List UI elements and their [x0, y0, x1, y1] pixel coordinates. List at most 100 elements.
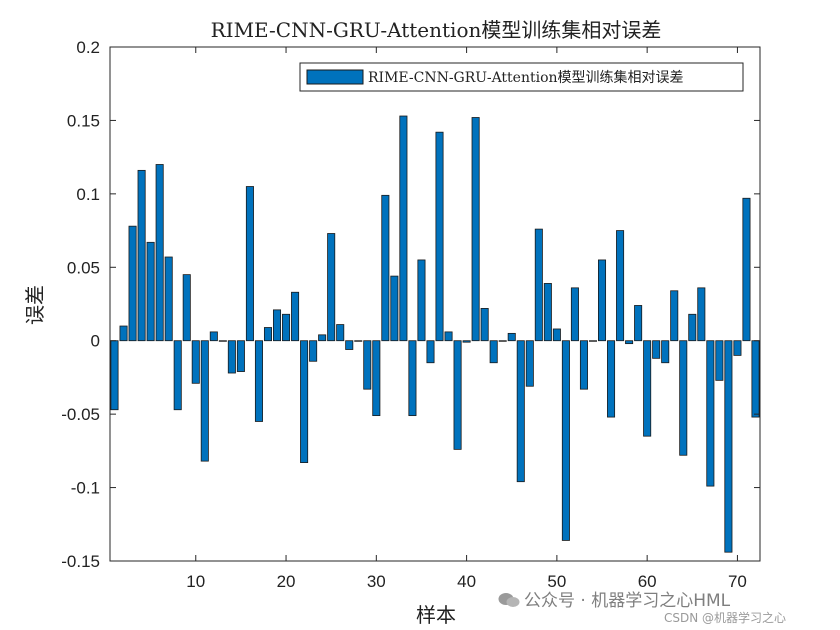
bar-35	[417, 259, 426, 342]
bar-44	[498, 340, 507, 342]
y-tick-label: 0.1	[76, 185, 100, 204]
chart-title: RIME-CNN-GRU-Attention模型训练集相对误差	[211, 18, 662, 42]
bar-30	[372, 340, 381, 417]
bar-42	[480, 308, 489, 342]
bar-23	[309, 340, 318, 362]
bar-48	[534, 228, 543, 342]
bar-7	[164, 256, 173, 342]
bar-43	[489, 340, 498, 364]
bar-10	[191, 340, 200, 384]
x-tick-label: 50	[547, 572, 566, 591]
bar-31	[381, 194, 390, 342]
bar-47	[525, 340, 534, 387]
bar-34	[408, 340, 417, 417]
bar-25	[327, 233, 336, 342]
bar-8	[173, 340, 182, 411]
bar-45	[507, 332, 516, 342]
bar-4	[137, 169, 146, 342]
bar-20	[282, 313, 291, 342]
bar-29	[363, 340, 372, 390]
y-tick-label: 0	[91, 332, 100, 351]
bar-16	[245, 186, 254, 342]
bar-36	[426, 340, 435, 364]
bar-27	[345, 340, 354, 350]
bar-52	[570, 287, 579, 342]
bar-49	[543, 283, 552, 342]
x-tick-label: 10	[186, 572, 205, 591]
x-tick-label: 40	[457, 572, 476, 591]
bar-61	[652, 340, 661, 359]
bar-3	[128, 225, 137, 342]
bar-46	[516, 340, 525, 483]
bar-40	[462, 340, 471, 343]
y-tick-label: -0.1	[71, 479, 100, 498]
bar-17	[254, 340, 263, 422]
bar-33	[399, 115, 408, 342]
bar-51	[561, 340, 570, 541]
bar-13	[218, 340, 227, 342]
bar-26	[336, 324, 345, 342]
bar-66	[697, 287, 706, 342]
bar-38	[444, 331, 453, 342]
legend: RIME-CNN-GRU-Attention模型训练集相对误差	[299, 62, 744, 92]
watermark-csdn: CSDN @机器学习之心	[664, 611, 787, 625]
bar-24	[318, 334, 327, 342]
bar-32	[390, 275, 399, 342]
bar-6	[155, 164, 164, 342]
bar-1	[110, 340, 119, 411]
bar-39	[453, 340, 462, 450]
bar-18	[263, 327, 273, 342]
y-tick-label: 0.15	[67, 111, 100, 130]
bar-68	[715, 340, 724, 381]
bar-54	[588, 340, 598, 342]
y-axis-ticks: 0.2 0.15 0.1 0.05 0 -0.05 -0.1 -0.15	[61, 38, 760, 571]
bar-72	[751, 340, 760, 418]
y-tick-label: -0.15	[61, 552, 100, 571]
bar-15	[236, 340, 245, 372]
x-tick-label: 60	[638, 572, 657, 591]
bar-70	[733, 340, 742, 356]
bar-58	[625, 340, 634, 345]
x-tick-label: 30	[367, 572, 386, 591]
bar-9	[182, 274, 191, 342]
bar-63	[670, 290, 679, 342]
bar-11	[200, 340, 209, 462]
bar-53	[579, 340, 588, 390]
legend-swatch	[306, 69, 364, 85]
bar-64	[679, 340, 688, 456]
bar-21	[291, 291, 300, 342]
y-tick-label: 0.2	[76, 38, 100, 57]
bar-12	[209, 331, 218, 342]
bar-67	[706, 340, 715, 487]
wechat-icon	[498, 593, 520, 607]
bar-60	[643, 340, 652, 437]
bar-71	[742, 197, 751, 342]
legend-label: RIME-CNN-GRU-Attention模型训练集相对误差	[368, 69, 684, 86]
bar-59	[634, 305, 643, 342]
bar-41	[471, 117, 480, 342]
bar-37	[435, 131, 444, 342]
bar-50	[552, 328, 561, 342]
bar-22	[300, 340, 309, 463]
bar-series	[110, 115, 760, 553]
x-axis-label: 样本	[416, 603, 456, 627]
x-tick-label: 70	[728, 572, 747, 591]
axes-box	[109, 46, 761, 562]
bar-62	[661, 340, 670, 364]
legend-box	[299, 62, 744, 92]
x-tick-label: 20	[277, 572, 296, 591]
plot-area: 0.2 0.15 0.1 0.05 0 -0.05 -0.1 -0.15 10 20 30 40 50…	[61, 38, 761, 591]
bar-57	[616, 230, 625, 342]
watermark-wechat: 公众号 · 机器学习之心HML	[498, 586, 730, 611]
y-tick-label: 0.05	[67, 258, 100, 277]
bar-55	[598, 259, 607, 342]
y-axis-label: 误差	[23, 285, 47, 325]
y-tick-label: -0.05	[61, 405, 100, 424]
watermark-text-1: 公众号 · 机器学习之心HML	[524, 591, 731, 611]
bar-65	[688, 313, 697, 342]
bar-69	[724, 340, 733, 553]
x-axis-ticks: 10 20 30 40 50 60 70	[186, 47, 747, 591]
bar-5	[146, 241, 155, 342]
bar-19	[272, 309, 282, 342]
